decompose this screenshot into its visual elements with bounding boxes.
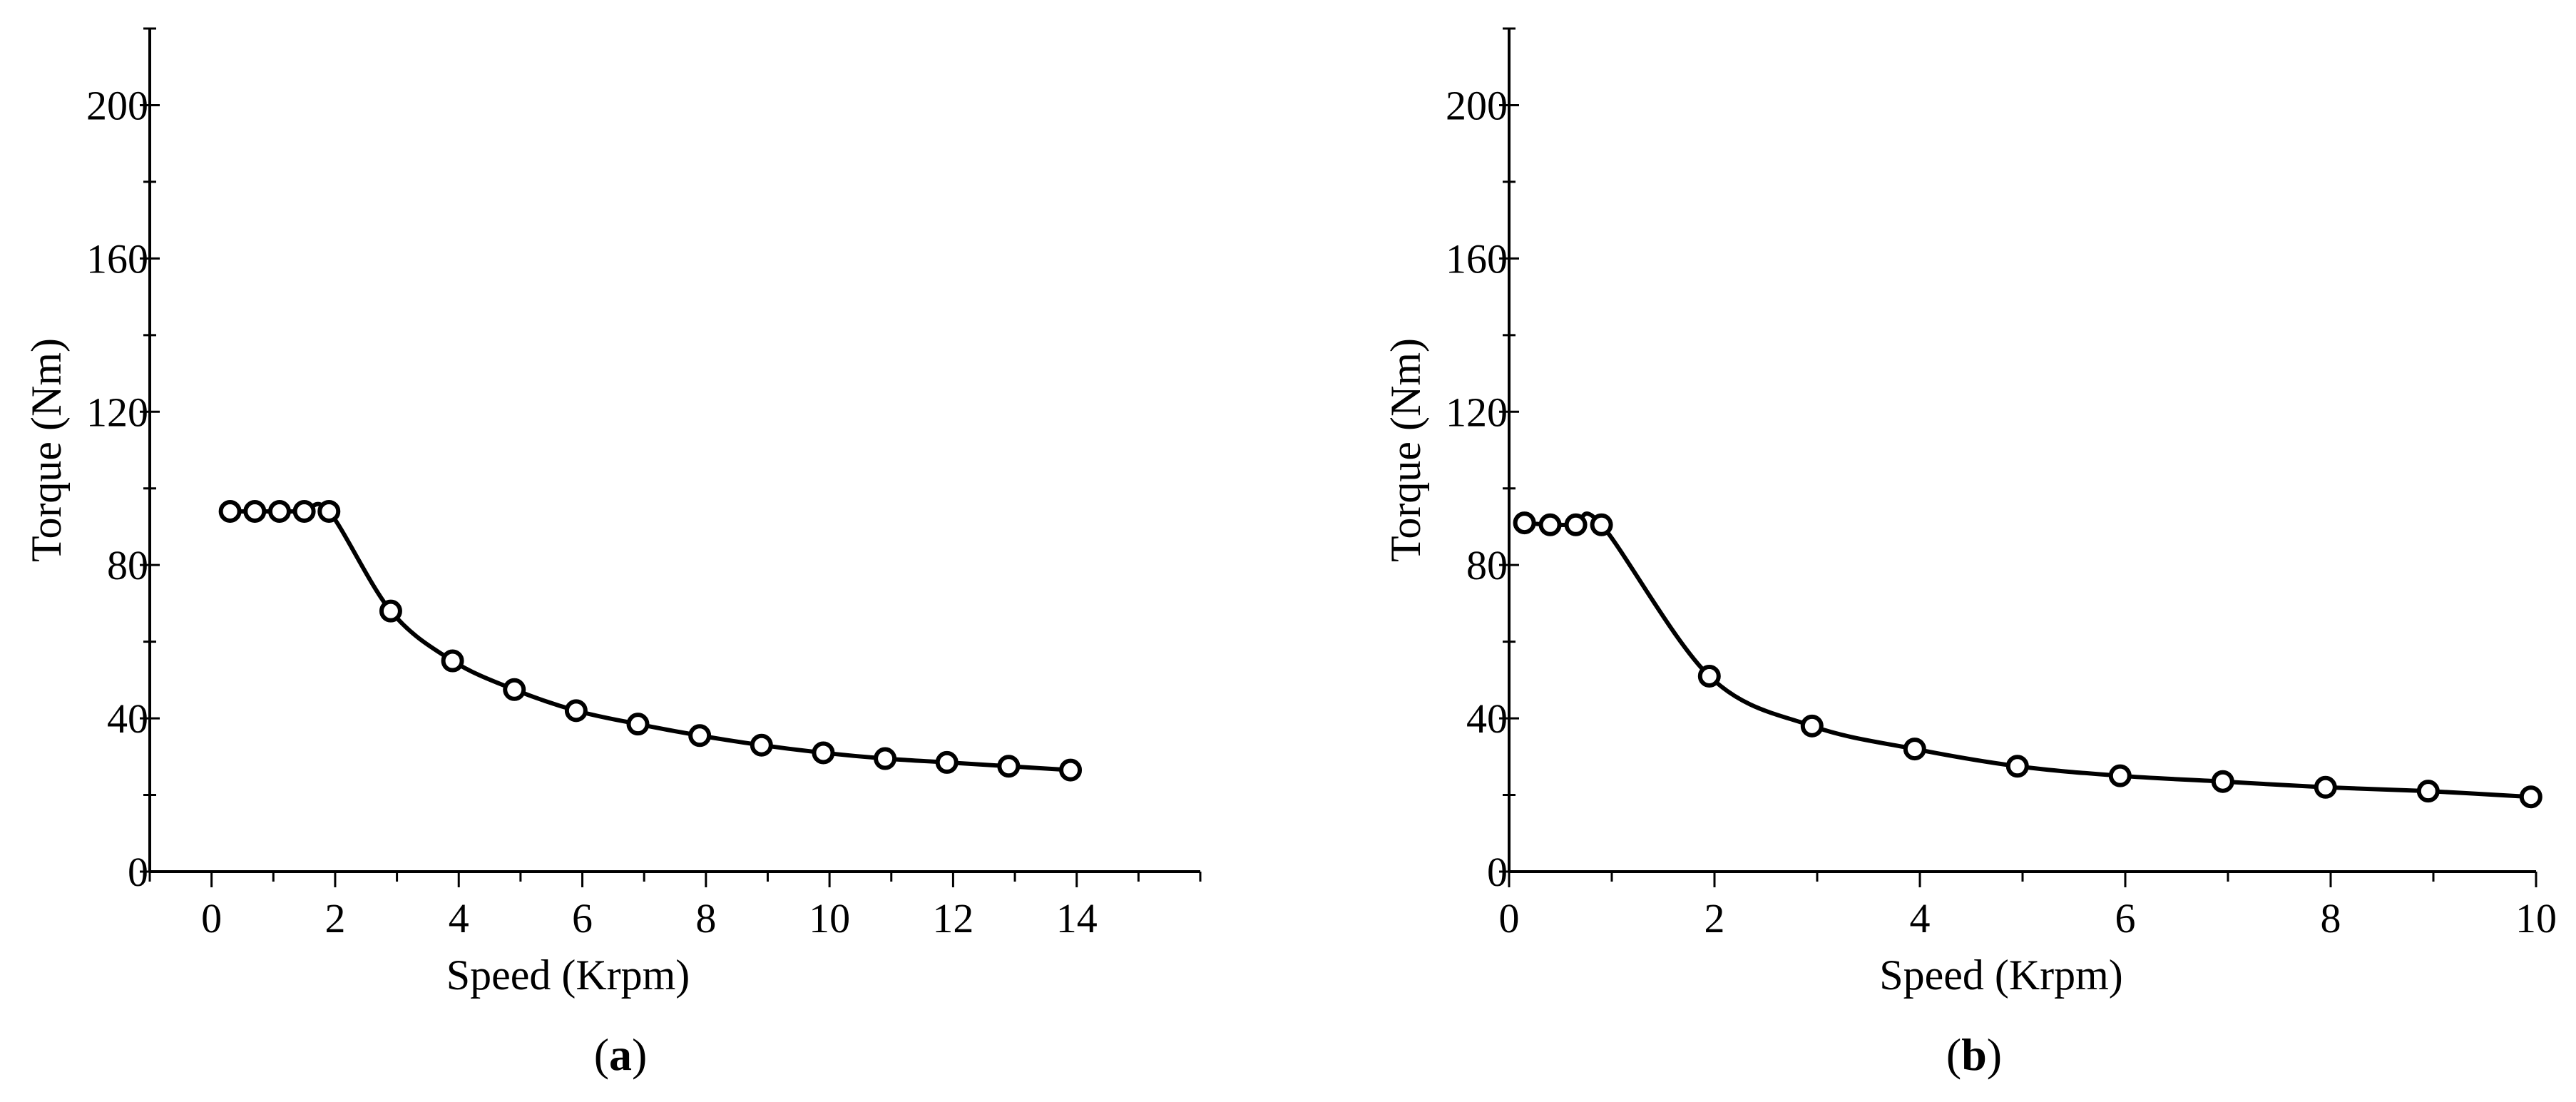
data-point-marker (1697, 664, 1721, 688)
y-tick-label: 200 (86, 82, 148, 128)
y-tick-label: 0 (1487, 849, 1508, 895)
y-tick-label: 40 (107, 695, 148, 742)
data-point-marker (750, 733, 773, 757)
data-point-marker (2211, 770, 2234, 793)
x-tick-label: 6 (572, 895, 593, 942)
panel-label: (b) (1946, 1029, 2002, 1080)
x-tick-label: 0 (201, 895, 222, 942)
data-point-marker (812, 741, 835, 765)
y-tick-label: 0 (128, 849, 148, 895)
x-tick-label: 8 (2321, 895, 2341, 942)
data-point-marker (2519, 785, 2542, 809)
x-tick-label: 2 (1704, 895, 1725, 942)
data-point-marker (2314, 775, 2337, 799)
torque-curve (1524, 511, 2531, 800)
data-point-marker (267, 499, 291, 523)
y-tick-label: 80 (107, 542, 148, 588)
data-point-marker (503, 678, 526, 701)
data-point-marker (935, 750, 959, 774)
x-tick-label: 8 (695, 895, 716, 942)
data-point-marker (1590, 513, 1613, 536)
data-point-marker (218, 499, 242, 523)
data-point-marker (1564, 513, 1588, 536)
data-point-marker (292, 499, 316, 523)
x-tick-label: 2 (324, 895, 345, 942)
x-axis-title: Speed (Krpm) (1879, 952, 2123, 999)
y-tick-label: 160 (1446, 235, 1508, 282)
y-axis-title: Torque (Nm) (1382, 338, 1429, 562)
chart-panel-b: 0 2 4 6 8 10 0 40 80 120 160 200 Speed (Krpm) Torque … (1382, 27, 2557, 1080)
panel-label-letter: b (1961, 1029, 1987, 1080)
data-point-marker (379, 599, 402, 623)
data-point-marker (1903, 738, 1926, 761)
panel-label-letter: a (609, 1029, 632, 1080)
x-tick-label: 10 (2515, 895, 2557, 942)
y-axis-title: Torque (Nm) (23, 338, 70, 562)
data-point-marker (2108, 764, 2132, 787)
data-point-marker (317, 499, 341, 523)
data-point-marker (2005, 755, 2029, 778)
data-point-marker (1513, 511, 1536, 535)
panel-label-close: ) (1987, 1029, 2002, 1080)
data-point-marker (1059, 758, 1083, 782)
x-tick-label: 4 (449, 895, 469, 942)
y-tick-label: 160 (86, 235, 148, 282)
y-tick-label: 120 (1446, 389, 1508, 435)
y-tick-label: 120 (86, 389, 148, 435)
data-point-marker (874, 747, 897, 770)
panel-label: (a) (594, 1029, 648, 1080)
y-tick-label: 80 (1466, 542, 1508, 588)
x-tick-label: 14 (1056, 895, 1098, 942)
panel-label-open: ( (1946, 1029, 1961, 1080)
x-tick-label: 6 (2115, 895, 2136, 942)
x-axis-title: Speed (Krpm) (446, 952, 690, 999)
panel-label-close: ) (632, 1029, 647, 1080)
data-point-marker (1800, 714, 1824, 738)
data-point-marker (441, 649, 464, 673)
data-point-marker (688, 724, 712, 748)
x-tick-label: 10 (809, 895, 850, 942)
chart-panel-a: 0 2 4 6 8 10 12 14 0 40 80 120 160 200 Speed (Krpm) Tor… (23, 27, 1202, 1080)
x-tick-label: 0 (1499, 895, 1520, 942)
torque-curve (230, 501, 1071, 772)
panel-label-open: ( (594, 1029, 609, 1080)
y-tick-label: 200 (1446, 82, 1508, 128)
data-point-marker (626, 713, 650, 736)
x-tick-label: 12 (932, 895, 973, 942)
data-point-marker (1538, 513, 1562, 536)
y-tick-label: 40 (1466, 695, 1508, 742)
data-point-marker (2416, 780, 2440, 803)
data-point-marker (997, 755, 1021, 778)
data-point-marker (564, 699, 588, 723)
data-point-marker (243, 499, 267, 523)
x-tick-label: 4 (1910, 895, 1931, 942)
